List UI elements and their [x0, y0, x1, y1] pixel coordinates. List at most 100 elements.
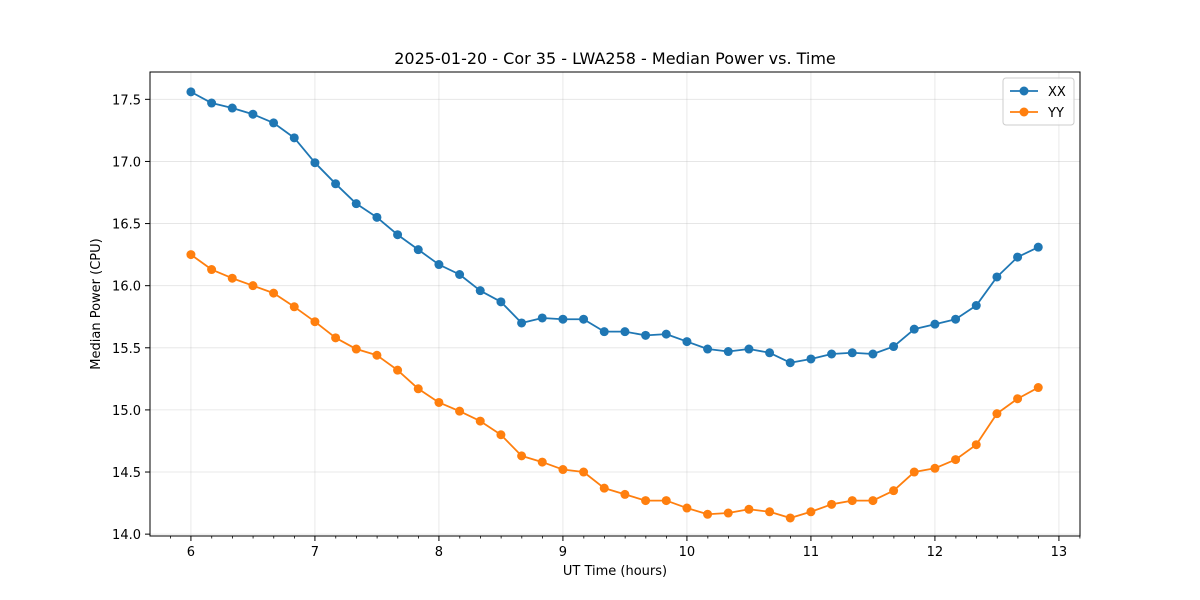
y-tick-label: 17.0 [112, 155, 141, 170]
data-point-xx [847, 348, 857, 358]
series-yy [186, 250, 1043, 523]
data-point-yy [517, 451, 527, 461]
data-point-yy [868, 496, 878, 506]
legend-marker-xx [1019, 86, 1029, 96]
data-point-xx [372, 212, 382, 222]
data-point-xx [207, 98, 217, 108]
data-point-xx [351, 199, 361, 209]
data-point-xx [827, 349, 837, 359]
data-point-xx [227, 103, 237, 113]
x-axis-label: UT Time (hours) [563, 564, 667, 579]
data-point-xx [992, 272, 1002, 282]
data-point-yy [765, 507, 775, 517]
data-point-xx [331, 179, 341, 189]
data-point-xx [1013, 252, 1023, 262]
data-point-xx [269, 118, 279, 128]
data-point-xx [455, 269, 465, 279]
data-point-yy [496, 430, 506, 440]
data-point-yy [579, 467, 589, 477]
data-point-xx [682, 337, 692, 347]
data-point-xx [620, 327, 630, 337]
grid [150, 72, 1080, 536]
data-point-xx [475, 286, 485, 296]
data-point-yy [951, 455, 961, 465]
data-point-xx [558, 314, 568, 324]
data-point-yy [744, 504, 754, 514]
data-point-yy [723, 508, 733, 518]
x-tick-label: 9 [559, 545, 567, 560]
data-point-xx [186, 87, 196, 97]
x-tick-label: 7 [311, 545, 319, 560]
data-point-yy [641, 496, 651, 506]
data-point-xx [537, 313, 547, 323]
data-point-yy [310, 317, 320, 327]
data-point-yy [248, 281, 258, 291]
y-tick-label: 14.0 [112, 528, 141, 543]
x-tick-label: 8 [435, 545, 443, 560]
data-point-yy [703, 509, 713, 519]
y-tick-label: 17.5 [112, 93, 141, 108]
y-tick-label: 15.5 [112, 342, 141, 357]
data-point-yy [1033, 383, 1043, 393]
data-point-yy [393, 365, 403, 375]
data-point-xx [310, 158, 320, 168]
data-point-yy [475, 416, 485, 426]
data-point-yy [289, 302, 299, 312]
data-point-yy [207, 265, 217, 275]
y-tick-label: 16.0 [112, 280, 141, 295]
data-point-yy [806, 507, 816, 517]
data-point-yy [909, 467, 919, 477]
data-point-yy [785, 513, 795, 523]
legend-marker-yy [1019, 107, 1029, 117]
data-point-yy [889, 486, 899, 496]
data-point-yy [434, 397, 444, 407]
data-point-xx [434, 260, 444, 270]
data-point-xx [930, 319, 940, 329]
data-point-yy [599, 483, 609, 493]
data-point-xx [806, 354, 816, 364]
data-point-yy [847, 496, 857, 506]
data-point-xx [641, 330, 651, 340]
data-point-xx [765, 348, 775, 358]
data-point-xx [393, 230, 403, 240]
data-point-yy [372, 350, 382, 360]
data-point-xx [744, 344, 754, 354]
data-point-yy [827, 499, 837, 509]
chart-title: 2025-01-20 - Cor 35 - LWA258 - Median Po… [394, 49, 836, 68]
data-point-yy [992, 409, 1002, 419]
data-point-yy [682, 503, 692, 513]
data-point-xx [599, 327, 609, 337]
x-tick-label: 11 [803, 545, 820, 560]
data-point-xx [703, 344, 713, 354]
data-point-yy [351, 344, 361, 354]
data-point-xx [289, 133, 299, 143]
x-tick-label: 10 [679, 545, 696, 560]
series-group [186, 87, 1043, 523]
data-point-xx [248, 109, 258, 119]
data-point-xx [909, 324, 919, 334]
y-tick-label: 16.5 [112, 218, 141, 233]
data-point-xx [951, 314, 961, 324]
y-tick-label: 15.0 [112, 404, 141, 419]
data-point-yy [620, 489, 630, 499]
series-xx [186, 87, 1043, 368]
x-tick-label: 12 [927, 545, 944, 560]
data-point-xx [723, 347, 733, 357]
data-point-yy [331, 333, 341, 343]
data-point-xx [785, 358, 795, 368]
plot-frame [149, 71, 1081, 537]
data-point-xx [971, 301, 981, 311]
data-point-xx [579, 314, 589, 324]
x-tick-label: 13 [1051, 545, 1068, 560]
data-point-yy [930, 463, 940, 473]
data-point-xx [496, 297, 506, 307]
data-point-yy [558, 465, 568, 475]
data-point-yy [455, 406, 465, 416]
legend: XX YY [1002, 77, 1075, 126]
y-tick-label: 14.5 [112, 466, 141, 481]
data-point-yy [227, 273, 237, 283]
data-point-yy [537, 457, 547, 467]
data-point-xx [517, 318, 527, 328]
data-point-yy [269, 288, 279, 298]
